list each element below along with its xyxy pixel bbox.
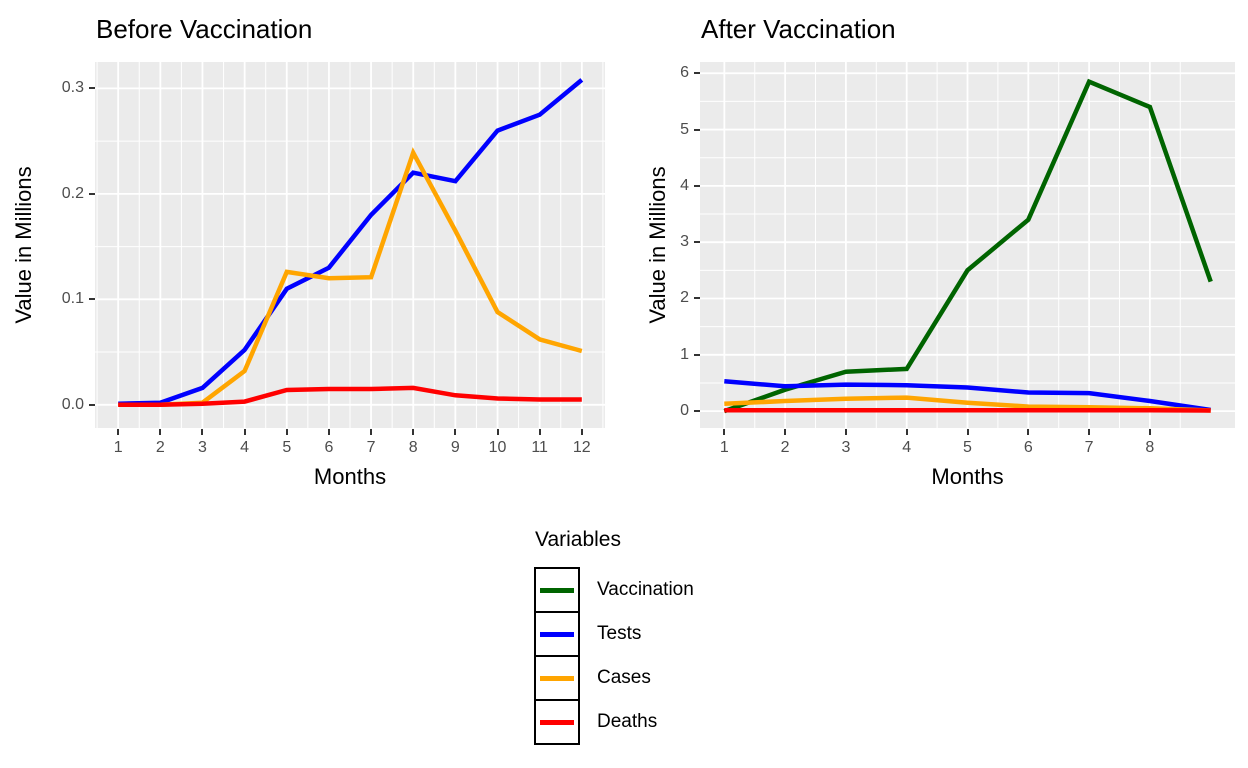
y-tick-label: 0.2 xyxy=(61,184,84,202)
x-tick-mark xyxy=(370,429,373,435)
x-tick-mark xyxy=(412,429,415,435)
x-tick-label: 8 xyxy=(1145,439,1155,456)
chart-title: Before Vaccination xyxy=(96,14,313,44)
x-tick-label: 2 xyxy=(780,439,790,456)
y-tick-label: 0.0 xyxy=(61,395,84,413)
x-tick-label: 4 xyxy=(240,439,250,456)
legend-label: Tests xyxy=(597,623,642,644)
x-tick-mark xyxy=(201,429,204,435)
series-line-cases xyxy=(724,395,1211,413)
legend-keys: Vaccination Tests Cases Deaths xyxy=(534,567,694,745)
x-axis-title: Months xyxy=(313,464,387,489)
legend-key-swatch xyxy=(534,567,580,613)
y-tick-mark xyxy=(89,403,95,406)
x-tick-mark xyxy=(580,429,583,435)
x-tick-label: 1 xyxy=(113,439,123,456)
x-tick-label: 9 xyxy=(450,439,460,456)
x-tick-label: 4 xyxy=(902,439,912,456)
x-tick-mark xyxy=(538,429,541,435)
y-tick-label: 4 xyxy=(680,176,689,194)
x-tick-label: 7 xyxy=(1084,439,1094,456)
series-line-deaths xyxy=(118,385,582,408)
x-tick-label: 1 xyxy=(719,439,729,456)
series-line-tests xyxy=(724,379,1212,413)
y-tick-mark xyxy=(694,353,700,356)
x-tick-mark xyxy=(1088,429,1091,435)
y-tick-mark xyxy=(694,72,700,75)
plot-panel xyxy=(700,62,1235,428)
y-tick-label: 0 xyxy=(680,402,689,420)
x-tick-mark xyxy=(1148,429,1151,435)
legend-item-deaths: Deaths xyxy=(534,699,694,745)
x-tick-mark xyxy=(1027,429,1030,435)
legend-item-tests: Tests xyxy=(534,611,694,657)
legend-key-line xyxy=(540,719,574,725)
x-tick-label: 11 xyxy=(531,439,548,456)
x-tick-mark xyxy=(117,429,120,435)
y-tick-mark xyxy=(694,128,700,131)
legend-key-line xyxy=(540,587,574,593)
legend-key-swatch xyxy=(534,655,580,701)
x-tick-label: 6 xyxy=(1023,439,1033,456)
x-tick-label: 5 xyxy=(282,439,292,456)
x-tick-label: 3 xyxy=(198,439,207,456)
y-tick-mark xyxy=(89,298,95,301)
legend-key-swatch xyxy=(534,611,580,657)
y-tick-mark xyxy=(89,87,95,90)
y-tick-mark xyxy=(694,297,700,300)
chart-after-vaccination: After Vaccination Value in Millions Mont… xyxy=(624,0,1248,505)
y-tick-label: 5 xyxy=(680,120,689,138)
plot-panel xyxy=(95,62,605,428)
x-tick-mark xyxy=(966,429,969,435)
legend-label: Cases xyxy=(597,667,651,688)
x-tick-mark xyxy=(159,429,162,435)
series-line-tests xyxy=(118,78,584,406)
legend-key-swatch xyxy=(534,699,580,745)
y-tick-mark xyxy=(694,184,700,187)
legend-label: Deaths xyxy=(597,711,658,732)
legend-title: Variables xyxy=(535,528,621,551)
y-tick-label: 0.3 xyxy=(61,79,84,97)
x-tick-mark xyxy=(243,429,246,435)
y-tick-label: 2 xyxy=(680,289,689,307)
legend-key-line xyxy=(540,631,574,637)
x-axis-title: Months xyxy=(931,464,1004,489)
chart-title: After Vaccination xyxy=(701,14,896,44)
legend-key-line xyxy=(540,675,574,681)
x-tick-mark xyxy=(784,429,787,435)
chart-before-vaccination: Before Vaccination Value in Millions Mon… xyxy=(0,0,624,505)
x-tick-mark xyxy=(327,429,330,435)
y-tick-label: 6 xyxy=(680,64,689,82)
x-tick-mark xyxy=(285,429,288,435)
x-tick-mark xyxy=(723,429,726,435)
x-tick-label: 7 xyxy=(366,439,376,456)
y-tick-label: 3 xyxy=(680,233,689,251)
x-tick-label: 12 xyxy=(572,439,591,456)
y-tick-label: 0.1 xyxy=(61,290,84,308)
x-tick-label: 5 xyxy=(963,439,972,456)
x-tick-label: 6 xyxy=(324,439,334,456)
x-tick-label: 8 xyxy=(408,439,418,456)
y-tick-mark xyxy=(694,241,700,244)
x-tick-label: 2 xyxy=(155,439,165,456)
y-tick-label: 1 xyxy=(680,345,689,363)
x-tick-label: 3 xyxy=(841,439,851,456)
y-tick-mark xyxy=(89,192,95,195)
y-tick-mark xyxy=(694,410,700,413)
x-tick-mark xyxy=(454,429,457,435)
x-tick-mark xyxy=(905,429,908,435)
x-tick-mark xyxy=(496,429,499,435)
legend-item-vaccination: Vaccination xyxy=(534,567,694,613)
x-tick-label: 10 xyxy=(488,439,507,456)
legend-item-cases: Cases xyxy=(534,655,694,701)
legend-label: Vaccination xyxy=(597,579,694,600)
x-tick-mark xyxy=(844,429,847,435)
